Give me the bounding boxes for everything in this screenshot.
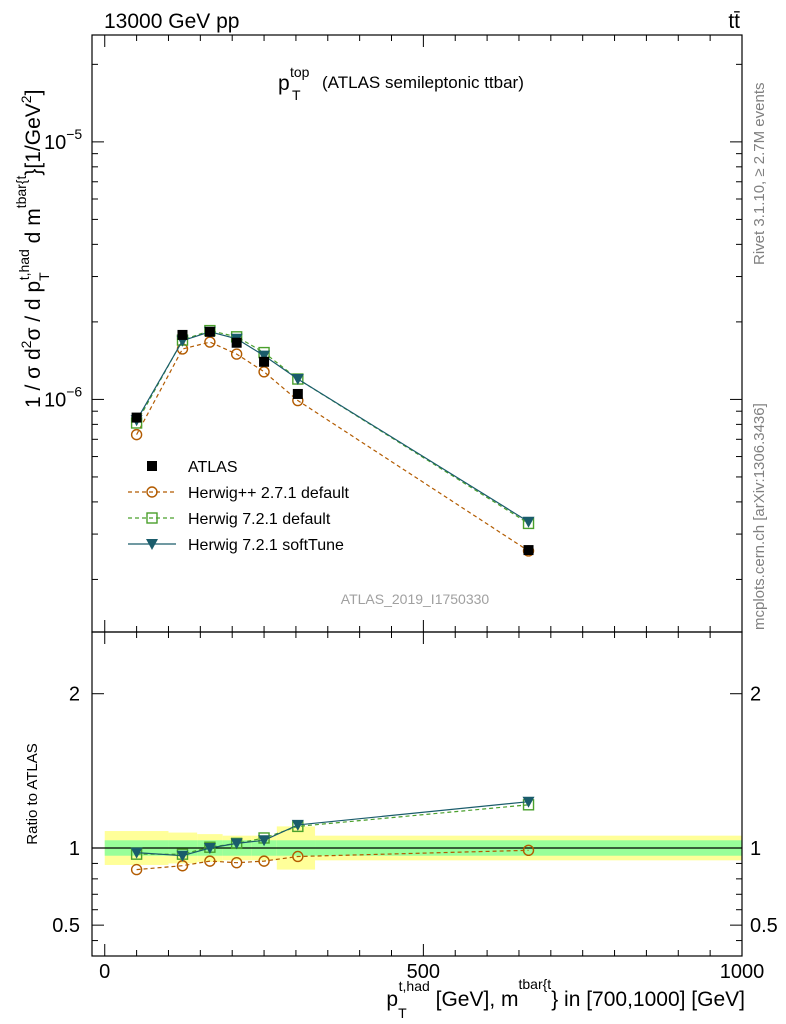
main-point-atlas — [259, 356, 270, 367]
ratio-line-herwig-2-7-1-default — [136, 849, 529, 871]
ratio-point-herwig-7-2-1-softtune — [522, 796, 535, 808]
ratio-ylabel: Ratio to ATLAS — [24, 743, 41, 844]
process-label: tt̄ — [728, 10, 740, 33]
legend-label: ATLAS — [188, 459, 238, 476]
ratio-point-herwig-2-7-1-default — [292, 850, 304, 863]
main-point-atlas — [523, 545, 534, 556]
ratio-y-tick-label: 1 — [69, 838, 80, 860]
ratio-x-tick-label: 0 — [99, 961, 110, 983]
ratio-x-tick-label: 1000 — [720, 961, 765, 983]
ratio-panel: 0.5 0.5 1 1 2 2 0 500 1000 Ratio to ATLAS pTt,ha… — [24, 631, 778, 1021]
legend-marker — [146, 512, 158, 524]
title-sub: T — [292, 87, 301, 103]
ratio-y-tick-label-right: 0.5 — [750, 915, 778, 937]
svg-text:p: p — [278, 72, 290, 95]
main-y-tick-label: 10−5 — [44, 126, 82, 154]
ratio-y-tick-label-right: 2 — [750, 684, 761, 706]
ratio-point-herwig-2-7-1-default — [130, 863, 143, 876]
main-ylabel: 1 / σ d2σ / d pTt,had d mtbar{t}[1/GeV2] — [13, 90, 52, 408]
legend-label: Herwig++ 2.7.1 default — [188, 485, 350, 502]
main-point-atlas — [292, 388, 303, 399]
legend: ATLAS Herwig++ 2.7.1 default Herwig 7.2.1 … — [128, 459, 350, 554]
legend-marker — [146, 539, 158, 550]
ratio-point-herwig-2-7-1-default — [230, 856, 243, 869]
main-point-atlas — [131, 412, 142, 423]
ratio-point-herwig-7-2-1-softtune — [291, 819, 304, 831]
main-point-herwig-7-2-1-softtune — [258, 350, 271, 362]
ratio-point-herwig-2-7-1-default — [204, 855, 216, 867]
ratio-point-herwig-7-2-1-softtune — [203, 843, 216, 854]
main-point-atlas — [231, 337, 242, 348]
ratio-x-tick-label: 500 — [407, 961, 440, 983]
ratio-y-tick-label: 0.5 — [52, 915, 80, 937]
ratio-point-herwig-7-2-1-softtune — [258, 835, 271, 847]
rivet-version-label: Rivet 3.1.10, ≥ 2.7M events — [751, 83, 768, 266]
main-y-tick-label: 10−6 — [44, 383, 82, 411]
main-point-atlas — [177, 329, 188, 340]
ratio-xlabel: pTt,had [GeV], mtbar{t} in [700,1000] [G… — [386, 976, 745, 1021]
title-rest: (ATLAS semileptonic ttbar) — [322, 73, 524, 92]
ratio-point-herwig-7-2-1-softtune — [176, 850, 189, 862]
main-panel: 10−5 10−6 p top T (ATLAS semileptonic ttb… — [13, 34, 743, 633]
legend-marker — [146, 486, 158, 498]
main-point-herwig-7-2-1-softtune — [522, 516, 535, 528]
ratio-y-tick-label-right: 1 — [750, 838, 761, 860]
title-p: p — [278, 72, 290, 95]
main-point-herwig-2-7-1-default — [204, 336, 216, 348]
main-point-herwig-7-2-1-softtune — [291, 374, 304, 386]
plot-title: p top T (ATLAS semileptonic ttbar) — [278, 64, 524, 103]
ratio-point-herwig-2-7-1-default — [258, 855, 270, 867]
analysis-watermark: ATLAS_2019_I1750330 — [341, 591, 490, 607]
ratio-point-herwig-7-2-1-softtune — [230, 838, 243, 850]
ratio-y-tick-label: 2 — [69, 684, 80, 706]
ratio-point-herwig-7-2-1-softtune — [130, 847, 143, 859]
main-line-herwig-2-7-1-default — [136, 341, 529, 552]
main-point-herwig-2-7-1-default — [130, 428, 143, 441]
ratio-frame — [91, 631, 743, 957]
legend-label: Herwig 7.2.1 softTune — [188, 537, 344, 554]
energy-label: 13000 GeV pp — [104, 10, 239, 33]
legend-label: Herwig 7.2.1 default — [188, 511, 331, 528]
main-point-herwig-2-7-1-default — [258, 366, 270, 378]
mcplots-label: mcplots.cern.ch [arXiv:1306.3436] — [751, 403, 768, 630]
main-point-herwig-2-7-1-default — [230, 348, 243, 360]
title-sup: top — [290, 64, 310, 80]
ratio-point-herwig-2-7-1-default — [522, 844, 535, 857]
main-point-atlas — [204, 326, 215, 337]
legend-marker — [147, 461, 157, 471]
